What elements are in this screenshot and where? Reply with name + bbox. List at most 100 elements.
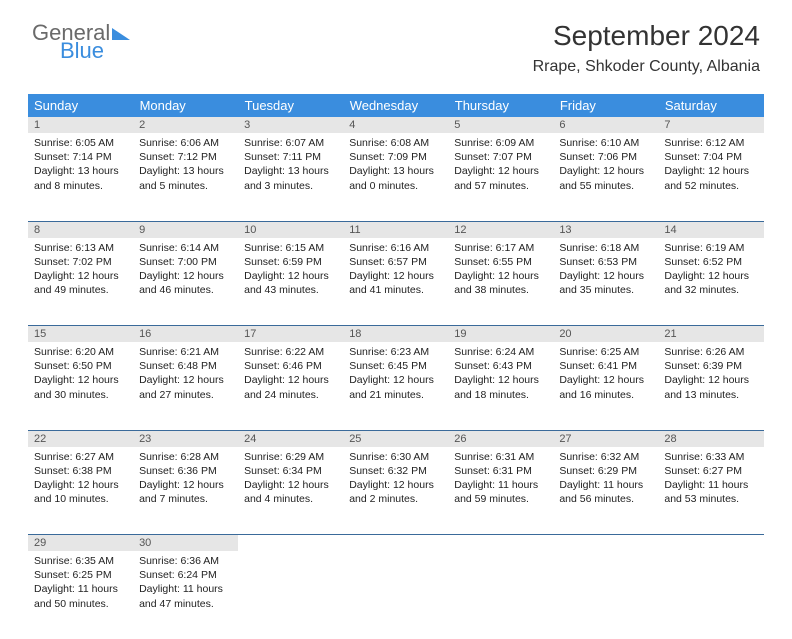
- sunset-line: Sunset: 6:55 PM: [454, 255, 547, 269]
- day-cell: Sunrise: 6:20 AMSunset: 6:50 PMDaylight:…: [28, 342, 133, 430]
- day-number-cell: 6: [553, 117, 658, 133]
- sunrise-line: Sunrise: 6:08 AM: [349, 136, 442, 150]
- day-details: Sunrise: 6:19 AMSunset: 6:52 PMDaylight:…: [658, 238, 763, 302]
- day-body-row: Sunrise: 6:05 AMSunset: 7:14 PMDaylight:…: [28, 133, 764, 221]
- weekday-header: Saturday: [658, 94, 763, 117]
- day-number-cell: [658, 535, 763, 552]
- sunset-line: Sunset: 6:45 PM: [349, 359, 442, 373]
- day-number-cell: [343, 535, 448, 552]
- daylight-line: Daylight: 12 hours and 4 minutes.: [244, 478, 337, 506]
- day-details: Sunrise: 6:23 AMSunset: 6:45 PMDaylight:…: [343, 342, 448, 406]
- day-number-cell: 26: [448, 430, 553, 447]
- weekday-header: Friday: [553, 94, 658, 117]
- sunrise-line: Sunrise: 6:05 AM: [34, 136, 127, 150]
- sunset-line: Sunset: 6:27 PM: [664, 464, 757, 478]
- day-cell: Sunrise: 6:09 AMSunset: 7:07 PMDaylight:…: [448, 133, 553, 221]
- sunset-line: Sunset: 7:14 PM: [34, 150, 127, 164]
- day-number-cell: 24: [238, 430, 343, 447]
- weekday-header-row: Sunday Monday Tuesday Wednesday Thursday…: [28, 94, 764, 117]
- day-number-row: 15161718192021: [28, 326, 764, 343]
- day-number-cell: 25: [343, 430, 448, 447]
- sunset-line: Sunset: 7:12 PM: [139, 150, 232, 164]
- sunrise-line: Sunrise: 6:24 AM: [454, 345, 547, 359]
- day-details: Sunrise: 6:25 AMSunset: 6:41 PMDaylight:…: [553, 342, 658, 406]
- daylight-line: Daylight: 12 hours and 2 minutes.: [349, 478, 442, 506]
- sunrise-line: Sunrise: 6:14 AM: [139, 241, 232, 255]
- day-number-cell: 1: [28, 117, 133, 133]
- sunrise-line: Sunrise: 6:12 AM: [664, 136, 757, 150]
- daylight-line: Daylight: 11 hours and 47 minutes.: [139, 582, 232, 610]
- sunset-line: Sunset: 6:41 PM: [559, 359, 652, 373]
- day-cell: Sunrise: 6:07 AMSunset: 7:11 PMDaylight:…: [238, 133, 343, 221]
- sunrise-line: Sunrise: 6:06 AM: [139, 136, 232, 150]
- day-cell: [448, 551, 553, 639]
- daylight-line: Daylight: 11 hours and 53 minutes.: [664, 478, 757, 506]
- day-cell: Sunrise: 6:35 AMSunset: 6:25 PMDaylight:…: [28, 551, 133, 639]
- day-cell: Sunrise: 6:18 AMSunset: 6:53 PMDaylight:…: [553, 238, 658, 326]
- day-details: Sunrise: 6:14 AMSunset: 7:00 PMDaylight:…: [133, 238, 238, 302]
- day-number-cell: 4: [343, 117, 448, 133]
- day-number-cell: 19: [448, 326, 553, 343]
- sunset-line: Sunset: 6:59 PM: [244, 255, 337, 269]
- sunset-line: Sunset: 6:39 PM: [664, 359, 757, 373]
- day-details: Sunrise: 6:35 AMSunset: 6:25 PMDaylight:…: [28, 551, 133, 615]
- sunrise-line: Sunrise: 6:32 AM: [559, 450, 652, 464]
- day-details: Sunrise: 6:24 AMSunset: 6:43 PMDaylight:…: [448, 342, 553, 406]
- sunrise-line: Sunrise: 6:07 AM: [244, 136, 337, 150]
- calendar-table: Sunday Monday Tuesday Wednesday Thursday…: [28, 94, 764, 639]
- day-body-row: Sunrise: 6:35 AMSunset: 6:25 PMDaylight:…: [28, 551, 764, 639]
- sunrise-line: Sunrise: 6:29 AM: [244, 450, 337, 464]
- day-cell: [238, 551, 343, 639]
- sunset-line: Sunset: 6:38 PM: [34, 464, 127, 478]
- day-cell: [658, 551, 763, 639]
- day-cell: Sunrise: 6:31 AMSunset: 6:31 PMDaylight:…: [448, 447, 553, 535]
- day-number-cell: 2: [133, 117, 238, 133]
- sunset-line: Sunset: 6:36 PM: [139, 464, 232, 478]
- day-cell: Sunrise: 6:12 AMSunset: 7:04 PMDaylight:…: [658, 133, 763, 221]
- sunset-line: Sunset: 6:50 PM: [34, 359, 127, 373]
- sunset-line: Sunset: 6:34 PM: [244, 464, 337, 478]
- daylight-line: Daylight: 13 hours and 8 minutes.: [34, 164, 127, 192]
- sunrise-line: Sunrise: 6:17 AM: [454, 241, 547, 255]
- day-cell: Sunrise: 6:22 AMSunset: 6:46 PMDaylight:…: [238, 342, 343, 430]
- day-number-cell: 13: [553, 221, 658, 238]
- sunrise-line: Sunrise: 6:25 AM: [559, 345, 652, 359]
- day-cell: [343, 551, 448, 639]
- day-cell: Sunrise: 6:13 AMSunset: 7:02 PMDaylight:…: [28, 238, 133, 326]
- weekday-header: Wednesday: [343, 94, 448, 117]
- sunrise-line: Sunrise: 6:28 AM: [139, 450, 232, 464]
- daylight-line: Daylight: 11 hours and 50 minutes.: [34, 582, 127, 610]
- daylight-line: Daylight: 12 hours and 43 minutes.: [244, 269, 337, 297]
- sunrise-line: Sunrise: 6:30 AM: [349, 450, 442, 464]
- sunrise-line: Sunrise: 6:18 AM: [559, 241, 652, 255]
- day-details: Sunrise: 6:27 AMSunset: 6:38 PMDaylight:…: [28, 447, 133, 511]
- sunrise-line: Sunrise: 6:20 AM: [34, 345, 127, 359]
- weekday-header: Thursday: [448, 94, 553, 117]
- day-body-row: Sunrise: 6:27 AMSunset: 6:38 PMDaylight:…: [28, 447, 764, 535]
- daylight-line: Daylight: 12 hours and 10 minutes.: [34, 478, 127, 506]
- sunrise-line: Sunrise: 6:19 AM: [664, 241, 757, 255]
- sunset-line: Sunset: 6:48 PM: [139, 359, 232, 373]
- sunrise-line: Sunrise: 6:10 AM: [559, 136, 652, 150]
- day-number-cell: 3: [238, 117, 343, 133]
- day-number-cell: 9: [133, 221, 238, 238]
- day-number-cell: 5: [448, 117, 553, 133]
- day-details: Sunrise: 6:13 AMSunset: 7:02 PMDaylight:…: [28, 238, 133, 302]
- day-cell: Sunrise: 6:17 AMSunset: 6:55 PMDaylight:…: [448, 238, 553, 326]
- day-number-cell: 10: [238, 221, 343, 238]
- daylight-line: Daylight: 13 hours and 3 minutes.: [244, 164, 337, 192]
- day-details: Sunrise: 6:09 AMSunset: 7:07 PMDaylight:…: [448, 133, 553, 197]
- sunrise-line: Sunrise: 6:31 AM: [454, 450, 547, 464]
- day-number-cell: 29: [28, 535, 133, 552]
- day-cell: Sunrise: 6:33 AMSunset: 6:27 PMDaylight:…: [658, 447, 763, 535]
- sunrise-line: Sunrise: 6:27 AM: [34, 450, 127, 464]
- sunrise-line: Sunrise: 6:13 AM: [34, 241, 127, 255]
- header: General Blue September 2024 Rrape, Shkod…: [0, 0, 792, 84]
- sunrise-line: Sunrise: 6:22 AM: [244, 345, 337, 359]
- day-number-cell: 14: [658, 221, 763, 238]
- sunset-line: Sunset: 7:02 PM: [34, 255, 127, 269]
- daylight-line: Daylight: 13 hours and 0 minutes.: [349, 164, 442, 192]
- day-details: Sunrise: 6:22 AMSunset: 6:46 PMDaylight:…: [238, 342, 343, 406]
- daylight-line: Daylight: 12 hours and 46 minutes.: [139, 269, 232, 297]
- day-cell: Sunrise: 6:19 AMSunset: 6:52 PMDaylight:…: [658, 238, 763, 326]
